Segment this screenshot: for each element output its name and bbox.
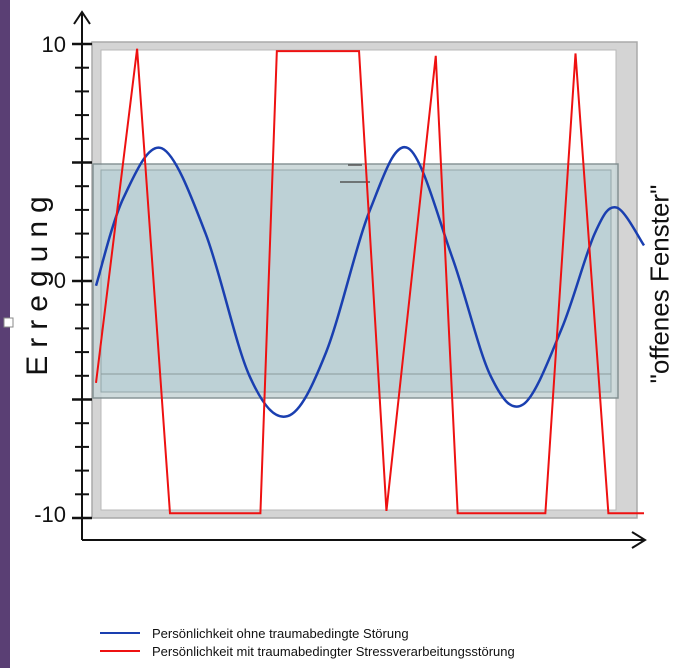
left-edge-strip xyxy=(0,0,10,668)
legend-item-healthy: Persönlichkeit ohne traumabedingte Störu… xyxy=(100,624,515,642)
legend: Persönlichkeit ohne traumabedingte Störu… xyxy=(100,624,515,660)
x-axis-arrow xyxy=(631,531,647,549)
tick-label-bottom: -10 xyxy=(34,502,66,527)
legend-label-trauma: Persönlichkeit mit traumabedingter Stres… xyxy=(152,643,515,659)
legend-item-trauma: Persönlichkeit mit traumabedingter Stres… xyxy=(100,642,515,660)
window-label: "offenes Fenster" xyxy=(644,184,675,384)
trauma-curve xyxy=(95,48,644,515)
marker-square xyxy=(3,317,14,328)
tick-label-zero: 0 xyxy=(54,268,66,293)
healthy-curve xyxy=(94,145,646,418)
y-axis-arrow xyxy=(73,10,91,25)
legend-swatch-healthy xyxy=(100,632,140,634)
legend-label-healthy: Persönlichkeit ohne traumabedingte Störu… xyxy=(152,625,409,641)
y-axis-ticks xyxy=(72,42,92,520)
y-axis-label: Erregung xyxy=(21,188,54,376)
window-pane xyxy=(100,169,612,393)
legend-swatch-trauma xyxy=(100,650,140,652)
tick-label-top: 10 xyxy=(42,32,66,57)
